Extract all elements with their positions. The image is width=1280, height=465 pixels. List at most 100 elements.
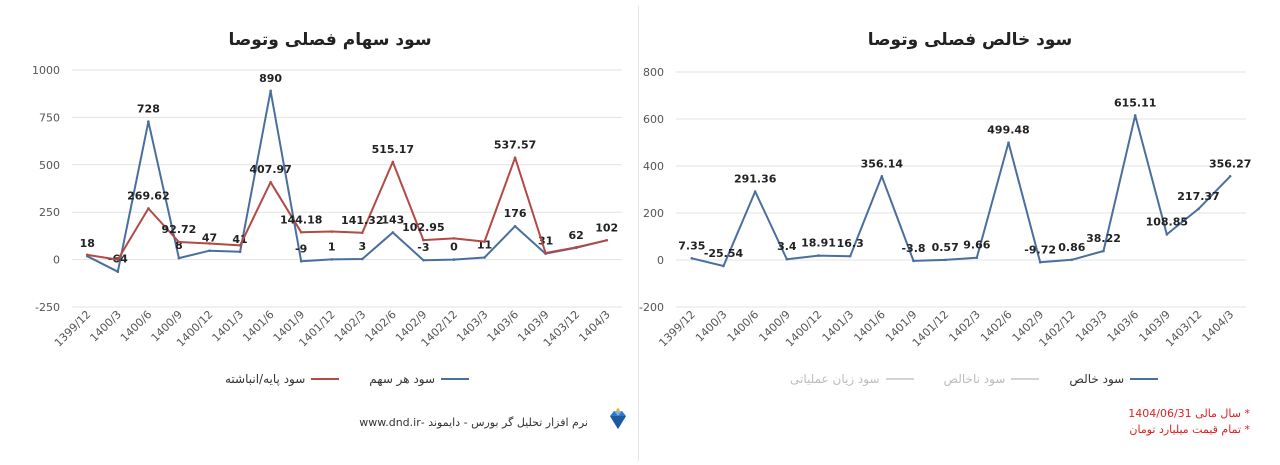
data-point bbox=[452, 237, 456, 240]
data-point bbox=[299, 230, 303, 234]
y-tick-label: 200 bbox=[643, 207, 664, 220]
data-label: 9.66 bbox=[963, 239, 990, 252]
y-tick-label: 800 bbox=[643, 66, 664, 79]
data-point bbox=[848, 254, 852, 258]
eps-chart-svg: -250025050075010001399/121400/31400/6140… bbox=[32, 64, 622, 350]
y-tick-label: 0 bbox=[657, 254, 664, 267]
data-label: 141.32 bbox=[341, 214, 383, 227]
data-label: 3.4 bbox=[777, 240, 797, 253]
unit-note: * تمام قیمت میلیارد تومان bbox=[1129, 423, 1250, 436]
data-label: 7.35 bbox=[678, 239, 705, 252]
x-tick-label: 1401/6 bbox=[240, 308, 277, 345]
data-point bbox=[544, 251, 547, 255]
legend-swatch bbox=[1011, 378, 1040, 380]
data-point bbox=[690, 256, 694, 260]
data-point bbox=[513, 156, 517, 159]
net-profit-chart-svg: -20002004006008001399/121400/31400/61400… bbox=[639, 66, 1251, 350]
data-point bbox=[1102, 249, 1105, 253]
data-label: 102 bbox=[595, 221, 618, 234]
data-label: 176 bbox=[504, 207, 527, 220]
data-point bbox=[1007, 141, 1010, 144]
net-profit-chart-panel: سود خالص فصلی وتوصا -200 0 200 400 600 800 139… bbox=[639, 0, 1280, 465]
data-label: 890 bbox=[259, 72, 282, 85]
x-tick-label: 1400/3 bbox=[693, 308, 730, 345]
data-point bbox=[391, 231, 395, 234]
legend-item-operating-profit[interactable]: سود زیان عملیاتی bbox=[790, 372, 914, 386]
legend-swatch bbox=[1130, 378, 1159, 380]
legend-swatch bbox=[441, 378, 470, 380]
data-label: 144.18 bbox=[280, 213, 322, 226]
y-tick-label: 500 bbox=[39, 159, 60, 172]
data-label: 1 bbox=[328, 240, 336, 253]
x-tick-label: 1400/3 bbox=[87, 308, 124, 345]
y-tick-label: 0 bbox=[53, 254, 60, 267]
chart-title: سود خالص فصلی وتوصا bbox=[867, 30, 1073, 50]
data-point bbox=[452, 258, 456, 261]
legend-label: سود خالص bbox=[1069, 372, 1125, 386]
data-point bbox=[269, 180, 272, 184]
x-tick-label: 1401/6 bbox=[851, 308, 888, 345]
x-tick-label: 1400/6 bbox=[725, 308, 762, 345]
data-point bbox=[85, 253, 89, 257]
data-point bbox=[238, 244, 242, 247]
data-label: 269.62 bbox=[127, 189, 169, 202]
legend-item-gross-profit[interactable]: سود ناخالص bbox=[944, 372, 1040, 386]
x-tick-label: 1402/6 bbox=[362, 308, 399, 345]
legend-item-base[interactable]: سود پایه/انباشته bbox=[225, 372, 340, 386]
x-tick-label: 1402/6 bbox=[978, 308, 1015, 345]
series-line bbox=[87, 156, 607, 261]
data-point bbox=[1133, 114, 1137, 117]
data-point bbox=[208, 249, 211, 252]
data-point bbox=[330, 258, 334, 261]
data-label: 16.3 bbox=[837, 237, 864, 250]
legend-label: سود ناخالص bbox=[943, 372, 1006, 386]
x-tick-label: 1403/3 bbox=[1073, 308, 1110, 345]
data-label: 537.57 bbox=[494, 139, 536, 152]
y-tick-label: 1000 bbox=[32, 64, 60, 77]
x-tick-label: 1402/3 bbox=[946, 308, 983, 345]
data-point bbox=[483, 256, 486, 259]
x-tick-label: 1399/12 bbox=[656, 308, 698, 350]
data-label: 217.37 bbox=[1177, 190, 1219, 203]
data-point bbox=[299, 260, 303, 263]
y-tick-label: 750 bbox=[39, 111, 60, 124]
series-line bbox=[691, 114, 1231, 267]
chart-title: سود سهام فصلی وتوصا bbox=[228, 30, 432, 50]
data-point bbox=[177, 256, 181, 260]
data-label: 356.14 bbox=[861, 157, 904, 170]
data-label: 8 bbox=[175, 239, 183, 252]
panel-divider bbox=[638, 6, 639, 461]
data-label: 0.57 bbox=[932, 241, 959, 254]
x-tick-label: 1399/12 bbox=[52, 308, 94, 350]
data-label: 728 bbox=[137, 103, 160, 116]
data-label: 515.17 bbox=[372, 143, 414, 156]
data-label: 615.11 bbox=[1114, 96, 1156, 109]
x-tick-label: 1401/3 bbox=[210, 308, 247, 345]
data-label: 47 bbox=[202, 232, 217, 245]
data-label: 18 bbox=[80, 237, 95, 250]
x-tick-label: 1403/3 bbox=[454, 308, 491, 345]
data-point bbox=[116, 270, 120, 274]
diamond-icon bbox=[610, 408, 626, 429]
data-label: -9.72 bbox=[1024, 243, 1056, 256]
legend-swatch bbox=[311, 378, 340, 380]
data-point bbox=[208, 242, 211, 245]
data-point bbox=[238, 250, 242, 254]
data-point bbox=[817, 254, 820, 257]
data-label: 0 bbox=[450, 241, 458, 254]
legend-swatch bbox=[885, 378, 914, 380]
legend-item-net-profit[interactable]: سود خالص bbox=[1069, 372, 1159, 386]
data-label: 108.85 bbox=[1146, 215, 1188, 228]
data-label: 38.22 bbox=[1086, 232, 1121, 245]
data-point bbox=[975, 256, 979, 260]
data-point bbox=[391, 160, 395, 164]
legend-item-eps[interactable]: سود هر سهم bbox=[369, 372, 470, 386]
data-point bbox=[1038, 260, 1042, 264]
x-tick-label: 1400/6 bbox=[118, 308, 155, 345]
legend-label: سود هر سهم bbox=[369, 372, 436, 386]
x-tick-label: 1401/3 bbox=[820, 308, 857, 345]
data-label: 291.36 bbox=[734, 173, 777, 186]
data-label: 143 bbox=[381, 213, 404, 226]
data-label: 102.95 bbox=[402, 221, 444, 234]
data-label: 92.72 bbox=[162, 223, 197, 236]
